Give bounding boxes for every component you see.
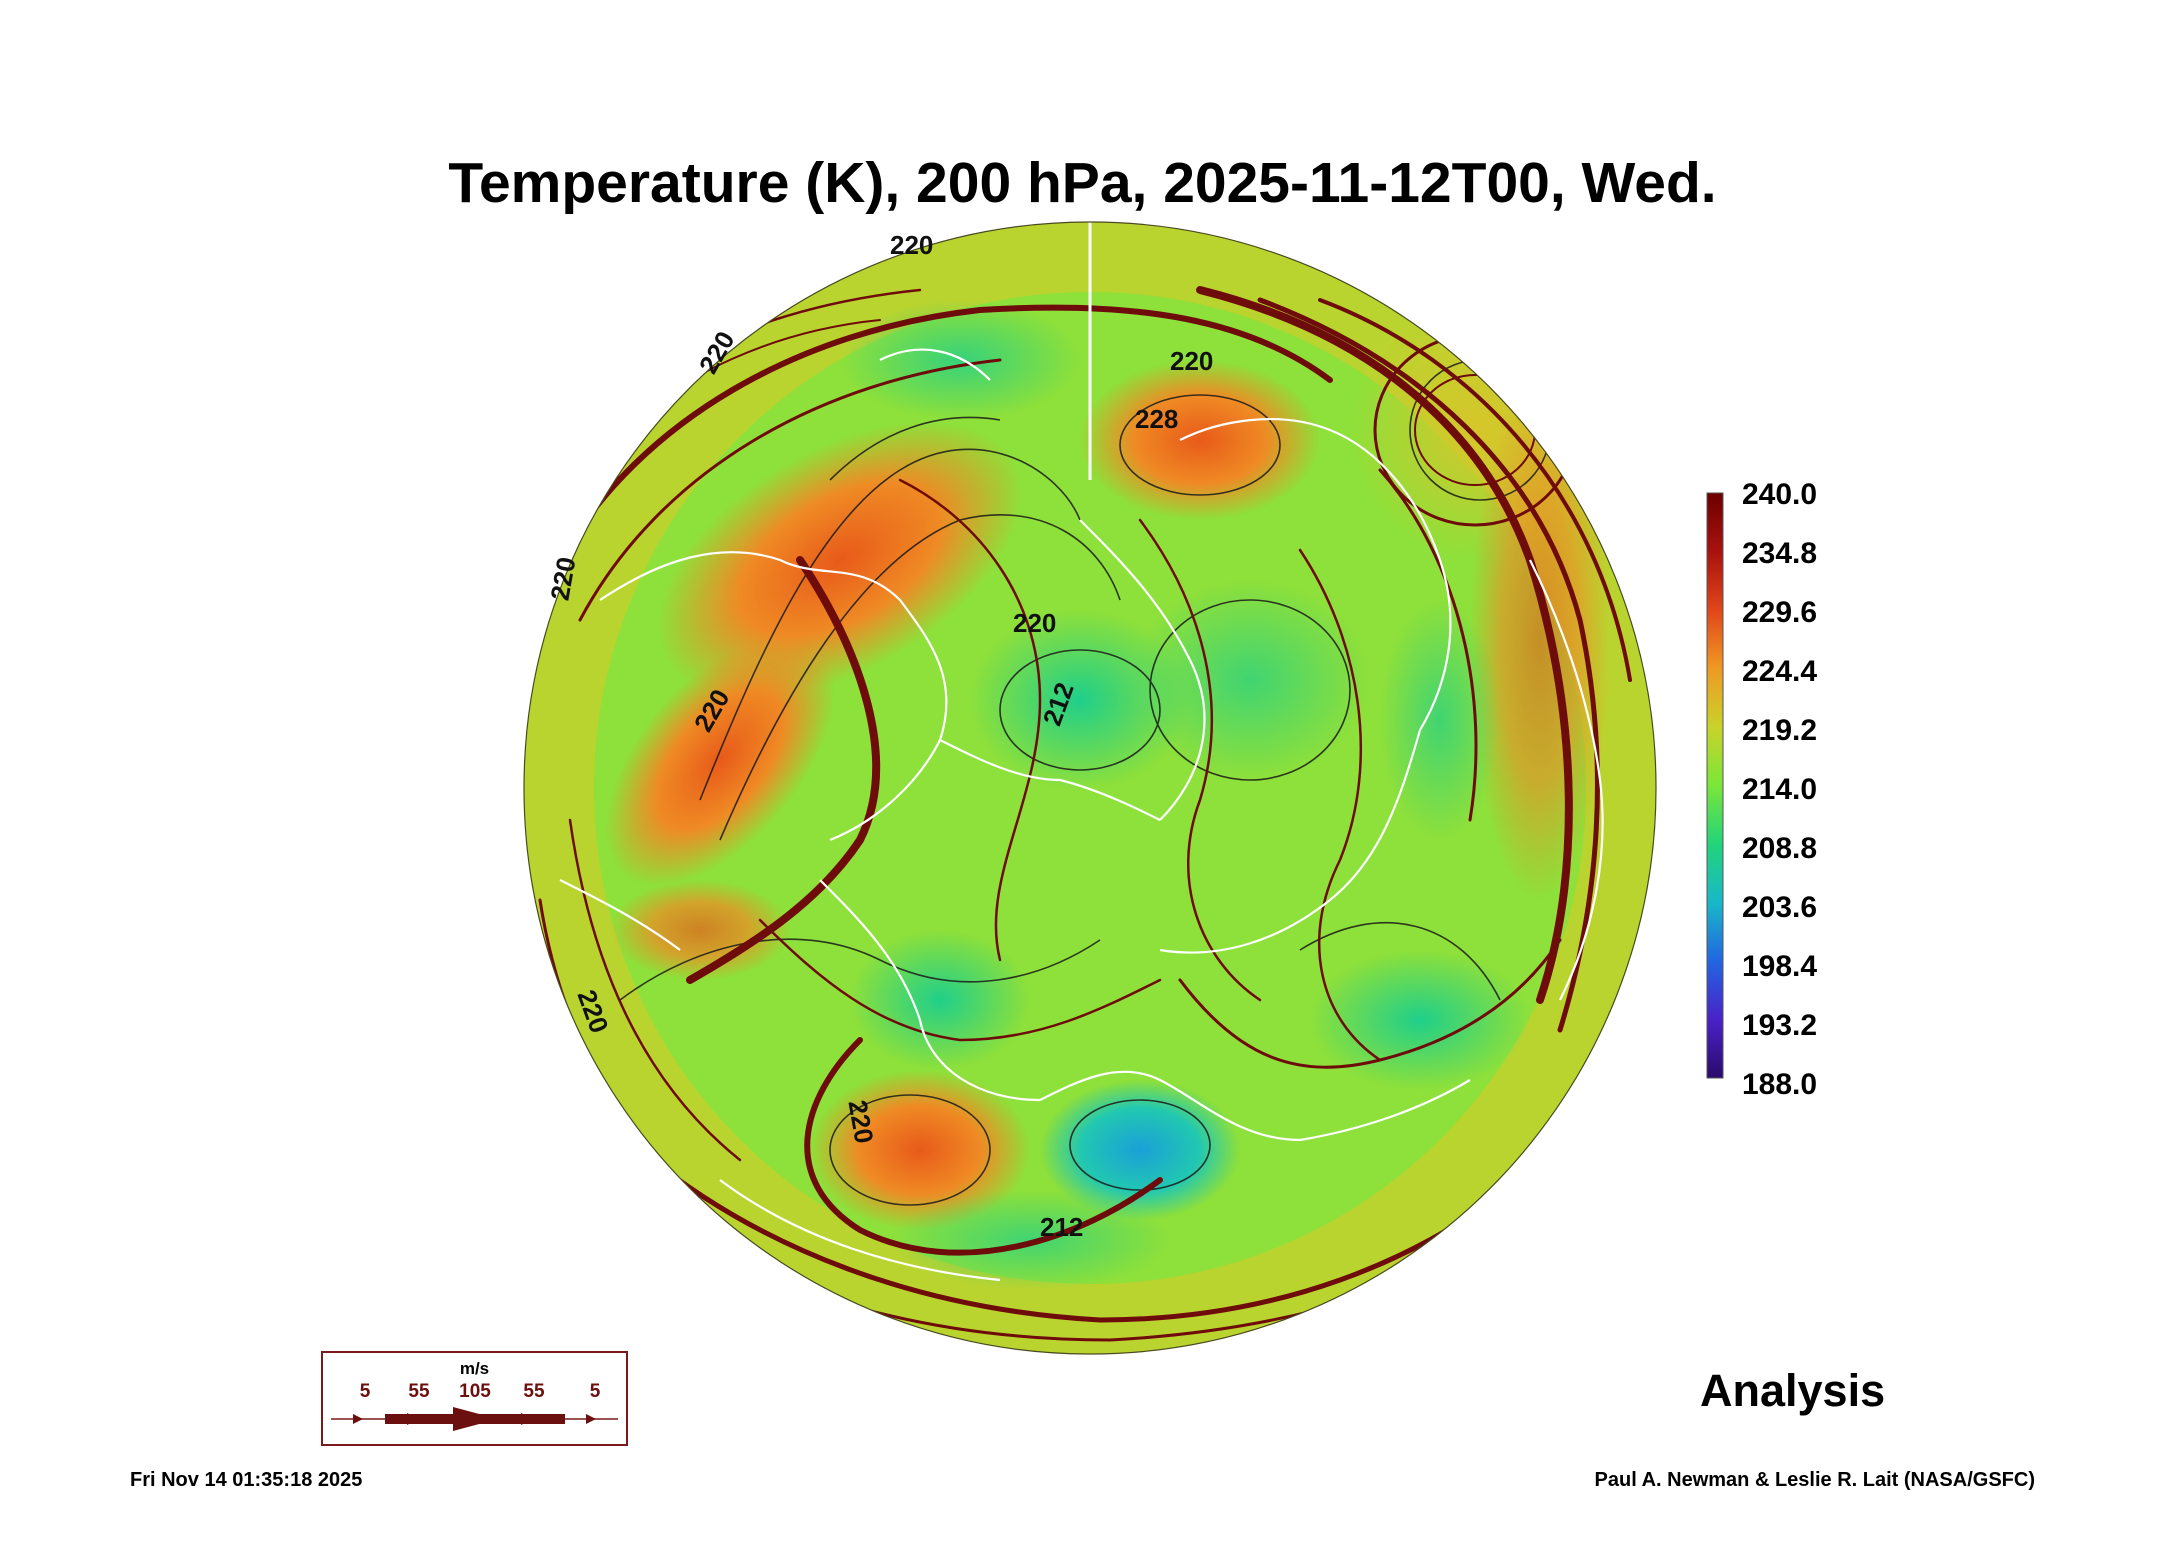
contour-label: 228 — [1135, 404, 1178, 434]
map-boundary — [523, 221, 1657, 1355]
wind-legend-value: 105 — [459, 1381, 491, 1402]
colorbar-label: 188.0 — [1742, 1068, 1818, 1101]
footer-credit: Paul A. Newman & Leslie R. Lait (NASA/GS… — [1594, 1469, 2035, 1491]
temperature-field — [524, 222, 1656, 1354]
colorbar-label: 198.4 — [1742, 950, 1818, 983]
analysis-label: Analysis — [1700, 1365, 1886, 1416]
wind-legend-arrow — [331, 1407, 618, 1431]
colorbar-label: 240.0 — [1742, 478, 1818, 511]
contour-label: 220 — [1013, 608, 1056, 638]
colorbar-label: 214.0 — [1742, 773, 1818, 806]
temperature-contours — [619, 359, 1551, 1206]
wind-speed-legend: m/s 5 55 105 55 5 — [321, 1351, 628, 1446]
wind-legend-value: 55 — [408, 1381, 430, 1402]
wind-legend-value: 55 — [523, 1381, 545, 1402]
colorbar-label: 203.6 — [1742, 891, 1818, 924]
contour-label: 212 — [1040, 1212, 1083, 1242]
colorbar-label: 219.2 — [1742, 714, 1818, 747]
wind-legend-value: 5 — [359, 1381, 371, 1402]
wind-legend-value: 5 — [589, 1381, 601, 1402]
colorbar-label: 229.6 — [1742, 596, 1818, 629]
coastlines — [559, 222, 1604, 1282]
wind-legend-unit: m/s — [459, 1359, 490, 1378]
footer-timestamp: Fri Nov 14 01:35:18 2025 — [130, 1469, 363, 1491]
colorbar — [1706, 492, 1724, 1079]
contour-label: 220 — [890, 230, 933, 260]
map-title: Temperature (K), 200 hPa, 2025-11-12T00,… — [448, 151, 1717, 215]
contour-label: 220 — [843, 1098, 880, 1146]
colorbar-label: 208.8 — [1742, 832, 1818, 865]
colorbar-label: 224.4 — [1742, 655, 1818, 688]
colorbar-label: 193.2 — [1742, 1009, 1818, 1042]
contour-label: 220 — [1170, 346, 1213, 376]
contour-label: 220 — [544, 555, 581, 603]
colorbar-label: 234.8 — [1742, 537, 1818, 570]
